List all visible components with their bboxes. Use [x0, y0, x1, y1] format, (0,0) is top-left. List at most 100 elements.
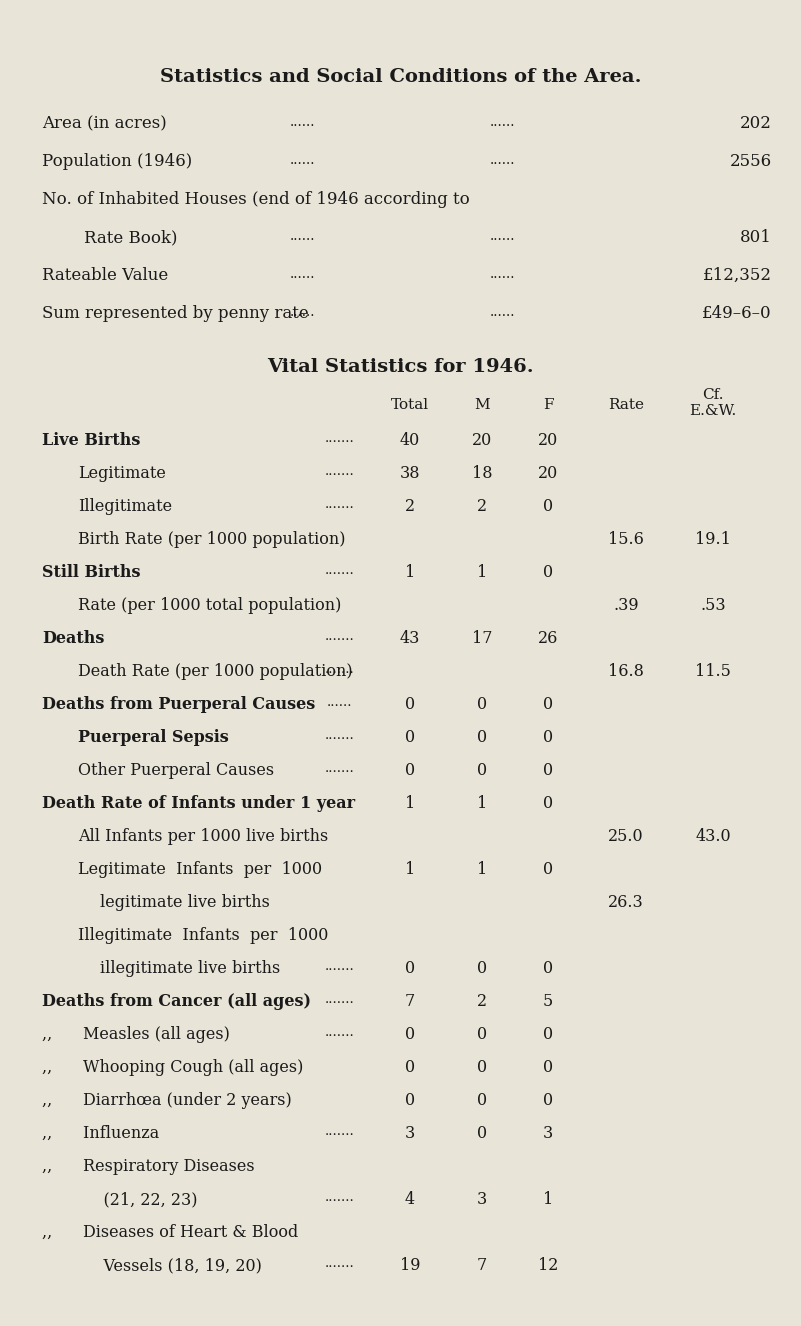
Text: F: F — [543, 398, 553, 412]
Text: .......: ....... — [325, 1124, 355, 1138]
Text: All Infants per 1000 live births: All Infants per 1000 live births — [78, 827, 328, 845]
Text: M: M — [474, 398, 490, 412]
Text: Other Puerperal Causes: Other Puerperal Causes — [78, 762, 274, 778]
Text: 3: 3 — [477, 1191, 487, 1208]
Text: ,,      Measles (all ages): ,, Measles (all ages) — [42, 1026, 230, 1044]
Text: Vital Statistics for 1946.: Vital Statistics for 1946. — [268, 358, 533, 377]
Text: .......: ....... — [325, 432, 355, 446]
Text: .......: ....... — [325, 1257, 355, 1270]
Text: 0: 0 — [477, 696, 487, 713]
Text: .......: ....... — [325, 499, 355, 511]
Text: Cf.: Cf. — [702, 389, 724, 402]
Text: ......: ...... — [490, 115, 516, 129]
Text: illegitimate live births: illegitimate live births — [100, 960, 280, 977]
Text: 11.5: 11.5 — [695, 663, 731, 680]
Text: Death Rate (per 1000 population): Death Rate (per 1000 population) — [78, 663, 352, 680]
Text: 0: 0 — [477, 1093, 487, 1109]
Text: .......: ....... — [325, 630, 355, 643]
Text: £49–6–0: £49–6–0 — [702, 305, 772, 322]
Text: ......: ...... — [490, 267, 516, 281]
Text: ......: ...... — [290, 115, 316, 129]
Text: 43: 43 — [400, 630, 421, 647]
Text: 20: 20 — [538, 432, 558, 450]
Text: 1: 1 — [405, 564, 415, 581]
Text: Statistics and Social Conditions of the Area.: Statistics and Social Conditions of the … — [159, 68, 642, 86]
Text: No. of Inhabited Houses (end of 1946 according to: No. of Inhabited Houses (end of 1946 acc… — [42, 191, 469, 208]
Text: ,,      Whooping Cough (all ages): ,, Whooping Cough (all ages) — [42, 1059, 304, 1075]
Text: ,,      Diseases of Heart & Blood: ,, Diseases of Heart & Blood — [42, 1224, 298, 1241]
Text: 26: 26 — [537, 630, 558, 647]
Text: legitimate live births: legitimate live births — [100, 894, 270, 911]
Text: 0: 0 — [405, 960, 415, 977]
Text: 5: 5 — [543, 993, 553, 1010]
Text: Legitimate: Legitimate — [78, 465, 166, 481]
Text: 1: 1 — [477, 564, 487, 581]
Text: .......: ....... — [325, 1026, 355, 1040]
Text: 0: 0 — [477, 960, 487, 977]
Text: 0: 0 — [543, 564, 553, 581]
Text: 801: 801 — [740, 229, 772, 247]
Text: 2: 2 — [477, 993, 487, 1010]
Text: 1: 1 — [477, 861, 487, 878]
Text: Rateable Value: Rateable Value — [42, 267, 168, 284]
Text: ......: ...... — [290, 152, 316, 167]
Text: ......: ...... — [490, 152, 516, 167]
Text: ......: ...... — [290, 305, 316, 320]
Text: Legitimate  Infants  per  1000: Legitimate Infants per 1000 — [78, 861, 322, 878]
Text: ,,      Influenza: ,, Influenza — [42, 1124, 159, 1142]
Text: 3: 3 — [543, 1124, 553, 1142]
Text: 0: 0 — [543, 729, 553, 747]
Text: Rate: Rate — [608, 398, 644, 412]
Text: 12: 12 — [537, 1257, 558, 1274]
Text: .......: ....... — [325, 663, 355, 676]
Text: 0: 0 — [405, 762, 415, 778]
Text: .......: ....... — [325, 465, 355, 477]
Text: Deaths: Deaths — [42, 630, 104, 647]
Text: Deaths from Cancer (all ages): Deaths from Cancer (all ages) — [42, 993, 311, 1010]
Text: 0: 0 — [543, 796, 553, 812]
Text: Deaths from Puerperal Causes: Deaths from Puerperal Causes — [42, 696, 316, 713]
Text: ......: ...... — [490, 305, 516, 320]
Text: 26.3: 26.3 — [608, 894, 644, 911]
Text: Rate (per 1000 total population): Rate (per 1000 total population) — [78, 597, 341, 614]
Text: 2: 2 — [405, 499, 415, 514]
Text: 25.0: 25.0 — [608, 827, 644, 845]
Text: Death Rate of Infants under 1 year: Death Rate of Infants under 1 year — [42, 796, 355, 812]
Text: 17: 17 — [472, 630, 493, 647]
Text: Illegitimate: Illegitimate — [78, 499, 172, 514]
Text: 0: 0 — [543, 499, 553, 514]
Text: 1: 1 — [477, 796, 487, 812]
Text: .......: ....... — [325, 993, 355, 1006]
Text: £12,352: £12,352 — [703, 267, 772, 284]
Text: (21, 22, 23): (21, 22, 23) — [42, 1191, 198, 1208]
Text: 40: 40 — [400, 432, 421, 450]
Text: 0: 0 — [405, 696, 415, 713]
Text: Rate Book): Rate Book) — [42, 229, 178, 247]
Text: .......: ....... — [325, 564, 355, 577]
Text: 0: 0 — [477, 1124, 487, 1142]
Text: 0: 0 — [543, 696, 553, 713]
Text: Vessels (18, 19, 20): Vessels (18, 19, 20) — [42, 1257, 262, 1274]
Text: ,,      Diarrhœa (under 2 years): ,, Diarrhœa (under 2 years) — [42, 1093, 292, 1109]
Text: 16.8: 16.8 — [608, 663, 644, 680]
Text: 0: 0 — [405, 1059, 415, 1075]
Text: 0: 0 — [405, 1093, 415, 1109]
Text: .......: ....... — [325, 1191, 355, 1204]
Text: Puerperal Sepsis: Puerperal Sepsis — [78, 729, 229, 747]
Text: 0: 0 — [405, 729, 415, 747]
Text: .53: .53 — [700, 597, 726, 614]
Text: 18: 18 — [472, 465, 493, 481]
Text: Total: Total — [391, 398, 429, 412]
Text: 0: 0 — [405, 1026, 415, 1044]
Text: ......: ...... — [490, 229, 516, 243]
Text: 3: 3 — [405, 1124, 415, 1142]
Text: Area (in acres): Area (in acres) — [42, 115, 167, 133]
Text: 1: 1 — [543, 1191, 553, 1208]
Text: 1: 1 — [405, 796, 415, 812]
Text: 15.6: 15.6 — [608, 530, 644, 548]
Text: ,,      Respiratory Diseases: ,, Respiratory Diseases — [42, 1158, 255, 1175]
Text: 0: 0 — [543, 861, 553, 878]
Text: 0: 0 — [477, 1026, 487, 1044]
Text: Birth Rate (per 1000 population): Birth Rate (per 1000 population) — [78, 530, 345, 548]
Text: Live Births: Live Births — [42, 432, 140, 450]
